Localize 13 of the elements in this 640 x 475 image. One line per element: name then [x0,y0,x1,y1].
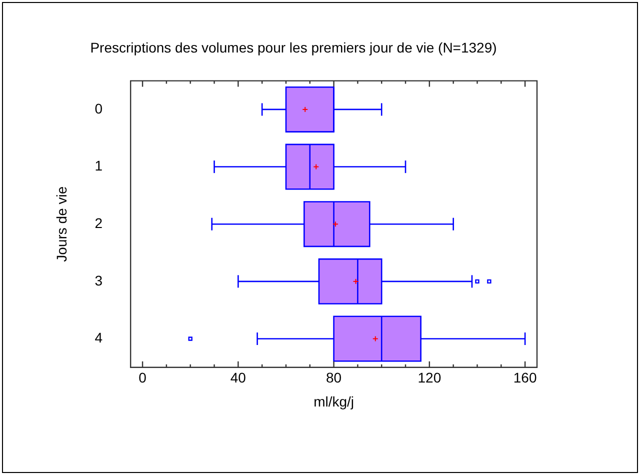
y-axis-title: Jours de vie [53,186,70,262]
y-tick-label: 1 [94,158,103,174]
chart-title: Prescriptions des volumes pour les premiers jour de vie (N=1329) [90,39,497,56]
x-tick-label: 0 [138,370,147,386]
y-tick-label: 4 [94,330,103,346]
y-tick-label: 0 [94,100,103,116]
y-tick-label: 2 [94,214,103,231]
x-tick-label: 80 [326,370,342,386]
x-tick-label: 40 [230,370,246,386]
x-axis-title: ml/kg/j [314,393,354,410]
x-tick-label: 160 [513,370,537,386]
y-tick-label: 3 [94,272,103,288]
x-tick-label: 120 [418,370,442,386]
